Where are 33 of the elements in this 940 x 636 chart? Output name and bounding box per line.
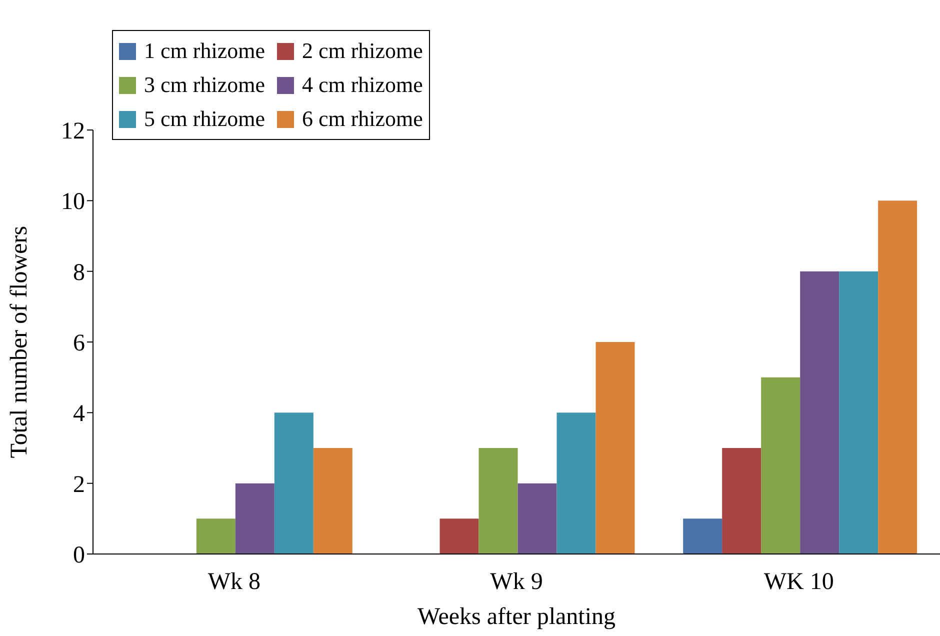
bar — [196, 518, 236, 554]
y-axis-title: Total number of flowers — [6, 226, 33, 458]
bar — [839, 271, 878, 554]
y-tick-label: 8 — [73, 260, 85, 286]
y-tick-label: 6 — [73, 330, 85, 357]
bar — [313, 448, 352, 554]
x-tick-label: Wk 8 — [208, 569, 260, 596]
bar — [878, 200, 918, 554]
x-axis-title: Weeks after planting — [418, 604, 616, 630]
bar — [274, 412, 314, 554]
bar — [596, 342, 635, 554]
bar — [440, 518, 479, 554]
legend-label: 3 cm rhizome — [144, 71, 265, 99]
y-tick-label: 12 — [61, 118, 85, 145]
legend-label: 2 cm rhizome — [302, 37, 423, 65]
y-tick-label: 0 — [73, 542, 85, 569]
legend-label: 1 cm rhizome — [144, 37, 265, 65]
bar — [761, 377, 800, 554]
bar — [518, 483, 557, 554]
x-tick-label: WK 10 — [764, 569, 834, 596]
bar — [556, 412, 596, 554]
bar — [683, 518, 722, 554]
y-tick-label: 4 — [73, 401, 85, 428]
bar — [722, 448, 762, 554]
legend-label: 5 cm rhizome — [144, 105, 265, 133]
x-tick-label: Wk 9 — [490, 569, 543, 596]
legend-label: 4 cm rhizome — [302, 71, 423, 99]
bar — [478, 448, 518, 554]
legend-label: 6 cm rhizome — [302, 105, 423, 133]
y-tick-label: 2 — [73, 472, 85, 498]
bar — [800, 271, 840, 554]
y-tick-label: 10 — [61, 189, 85, 216]
bar — [235, 483, 274, 554]
